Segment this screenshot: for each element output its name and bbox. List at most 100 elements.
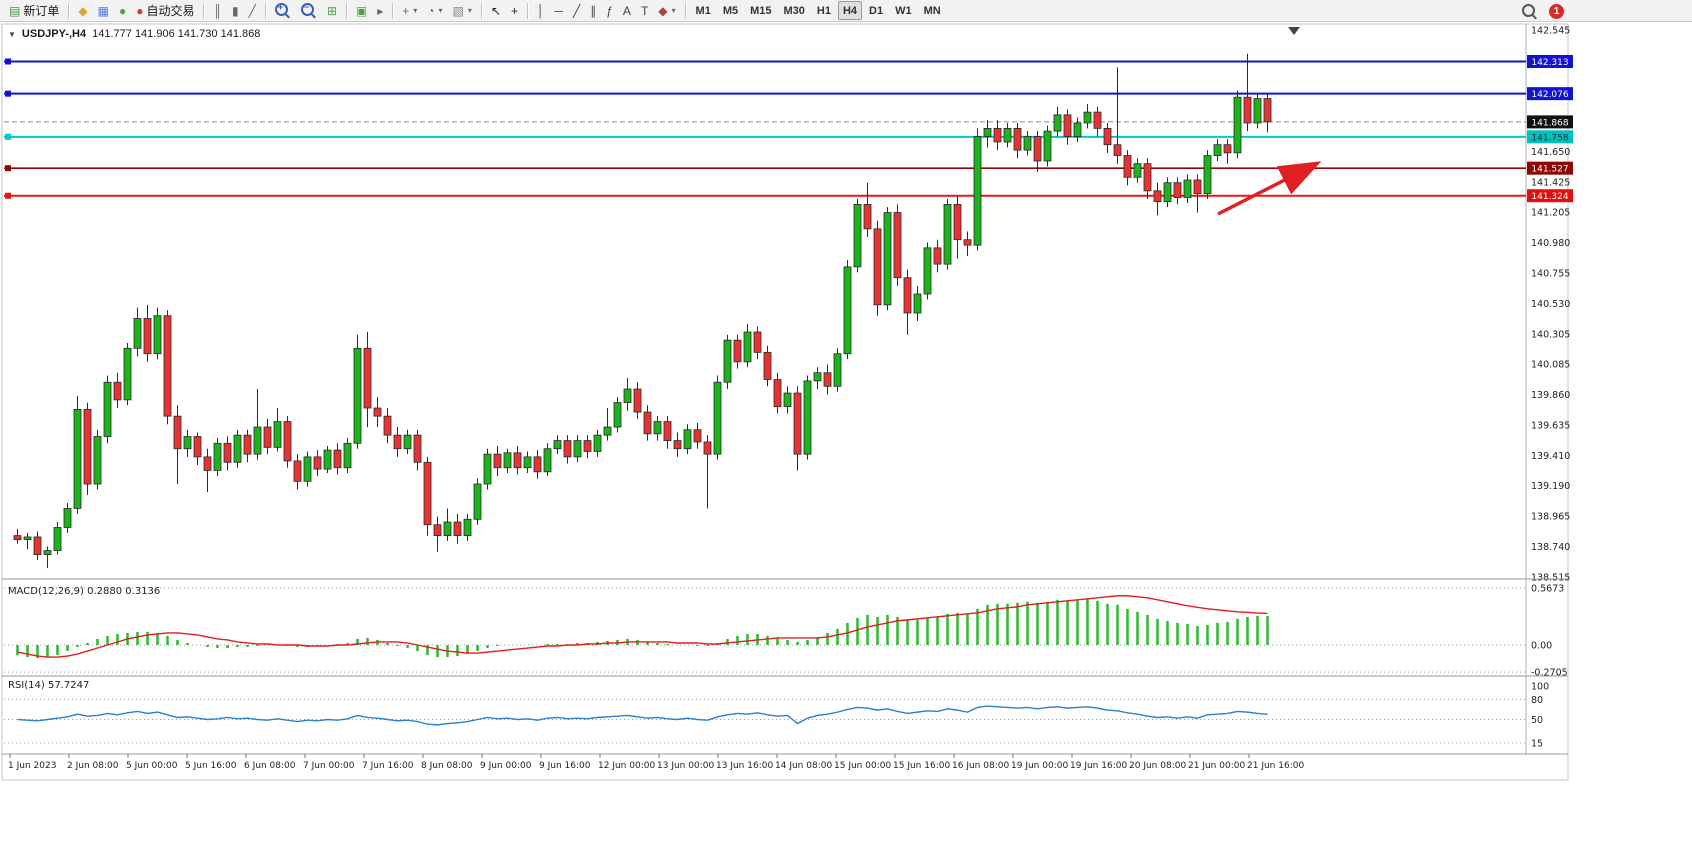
candle	[93, 436, 102, 485]
candle	[703, 441, 712, 455]
candle	[1003, 128, 1012, 143]
cursor-button[interactable]: ↖	[487, 1, 505, 20]
auto-trading-label: 自动交易	[146, 4, 195, 18]
price-axis-label: 140.980	[1531, 238, 1570, 249]
time-axis-label: 6 Jun 08:00	[244, 761, 296, 771]
hline-handle-142.076[interactable]	[5, 90, 11, 97]
one-click-trading-toggle-icon[interactable]: ▼	[8, 29, 16, 39]
equidistant-channel-button[interactable]: ∥	[586, 1, 600, 20]
timeframe-h4-button[interactable]: H4	[837, 1, 863, 20]
candle	[343, 442, 352, 469]
trendline-button[interactable]: ╱	[569, 1, 584, 20]
new-order-label: 新订单	[23, 4, 60, 18]
candle	[763, 351, 772, 380]
horizontal-line-button[interactable]: ─	[550, 1, 567, 20]
timeframe-h1-button[interactable]: H1	[812, 1, 836, 20]
chart-shift-button[interactable]: ▸	[373, 1, 387, 20]
vertical-line-button[interactable]: │	[533, 1, 549, 20]
chart-canvas[interactable]: 142.545 141.650 141.425 141.205 140.980 140.7…	[0, 22, 1692, 842]
mql5-community-button[interactable]: ◆	[74, 1, 91, 20]
price-tag-text: 141.868	[1531, 118, 1568, 128]
candle	[1093, 111, 1102, 129]
price-tag-text: 141.324	[1531, 192, 1568, 202]
bar-chart-button[interactable]: ║	[209, 1, 226, 20]
timeframe-m5-button[interactable]: M5	[718, 1, 743, 20]
price-tag-141.868	[1527, 115, 1573, 129]
hline-handle-141.758[interactable]	[5, 133, 11, 140]
candlestick-chart-button[interactable]: ▮	[228, 1, 243, 20]
auto-arrange-button[interactable]: ▣	[352, 1, 371, 20]
hline-handle-141.324[interactable]	[5, 192, 11, 199]
candle	[353, 347, 362, 444]
timeframe-m1-button[interactable]: M1	[691, 1, 716, 20]
timeframe-m15-button[interactable]: M15	[745, 1, 776, 20]
candle	[833, 353, 842, 387]
price-axis-label: 138.965	[1531, 511, 1570, 522]
candle	[443, 521, 452, 537]
time-axis-label: 15 Jun 16:00	[893, 761, 950, 771]
chart-shift-marker[interactable]	[1288, 27, 1300, 35]
periods-button[interactable]: ◔ ▾	[423, 1, 446, 20]
notification-badge[interactable]: 1	[1549, 3, 1564, 19]
candle	[743, 331, 752, 363]
timeframe-d1-button[interactable]: D1	[864, 1, 888, 20]
arrows-dropdown-icon[interactable]: ▾	[671, 6, 676, 15]
candle	[1173, 182, 1182, 199]
candle	[533, 456, 542, 473]
candle	[113, 381, 122, 401]
fibonacci-button[interactable]: ƒ	[602, 1, 617, 20]
price-tag-text: 142.313	[1531, 58, 1568, 68]
price-tag-text: 142.076	[1531, 90, 1568, 100]
tile-windows-button[interactable]: ⊞	[323, 1, 341, 20]
candle	[243, 434, 252, 455]
search-button[interactable]	[1518, 2, 1542, 21]
zoom-out-sign: −	[303, 2, 310, 12]
candle	[753, 331, 762, 353]
hline-handle-141.527[interactable]	[5, 165, 11, 172]
trend-arrow-annotation[interactable]	[1217, 161, 1322, 216]
new-order-button[interactable]: ▤ 新订单	[5, 1, 63, 20]
indicators-button[interactable]: + ▾	[398, 1, 421, 20]
templates-button[interactable]: ▧ ▾	[449, 1, 476, 20]
templates-icon: ▧	[452, 3, 464, 18]
candle	[933, 247, 942, 265]
auto-trading-button[interactable]: ● 自动交易	[132, 1, 198, 20]
candle	[723, 339, 732, 383]
candle	[683, 429, 692, 450]
candle	[893, 212, 902, 279]
macd-axis-label: 0.5673	[1531, 583, 1564, 594]
periods-dropdown-icon[interactable]: ▾	[438, 6, 443, 15]
new-order-icon: ▤	[9, 3, 21, 18]
timeframe-mn-button[interactable]: MN	[919, 1, 946, 20]
indicators-dropdown-icon[interactable]: ▾	[413, 6, 418, 15]
rsi-axis-label: 100	[1531, 682, 1549, 693]
price-axis-label: 139.635	[1531, 420, 1570, 431]
candle	[813, 372, 822, 382]
candle	[103, 381, 112, 437]
candle	[1233, 96, 1242, 154]
candle	[1013, 128, 1022, 151]
chart-window[interactable]: 142.545 141.650 141.425 141.205 140.980 140.7…	[0, 22, 1692, 842]
time-axis-label: 7 Jun 16:00	[362, 761, 414, 771]
text-button[interactable]: A	[619, 1, 635, 20]
candle	[993, 128, 1002, 143]
zoom-out-icon: −	[300, 2, 314, 16]
candle	[783, 392, 792, 408]
timeframe-m30-button[interactable]: M30	[779, 1, 810, 20]
time-axis-label: 15 Jun 00:00	[834, 761, 891, 771]
candle	[643, 411, 652, 435]
auto-trading-icon: ●	[136, 3, 144, 18]
timeframe-w1-button[interactable]: W1	[890, 1, 917, 20]
charts-market-button[interactable]: ▦	[94, 1, 113, 20]
line-chart-button[interactable]: ╱	[245, 1, 260, 20]
toolbar-separator	[684, 2, 686, 19]
templates-dropdown-icon[interactable]: ▾	[467, 6, 472, 15]
text-label-button[interactable]: T	[637, 1, 652, 20]
zoom-in-button[interactable]: +	[271, 1, 295, 20]
zoom-out-button[interactable]: −	[297, 1, 321, 20]
price-axis-label: 138.740	[1531, 542, 1570, 553]
crosshair-button[interactable]: +	[507, 1, 522, 20]
support-chat-button[interactable]: ●	[115, 1, 130, 20]
arrows-button[interactable]: ◆ ▾	[654, 1, 679, 20]
hline-handle-142.313[interactable]	[5, 58, 11, 65]
